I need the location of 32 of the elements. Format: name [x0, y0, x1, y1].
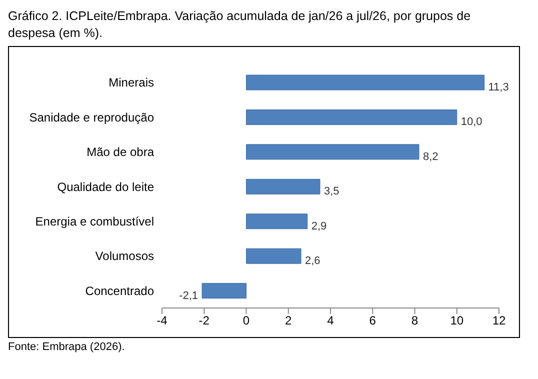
- source-note: Fonte: Embrapa (2026).: [8, 341, 126, 353]
- data-label: 2,6: [305, 255, 320, 268]
- x-tick-label: 8: [411, 314, 418, 328]
- x-tick-label: 0: [242, 314, 250, 328]
- x-tick-label: 2: [285, 314, 292, 328]
- data-label: 8,2: [422, 150, 438, 163]
- y-tick-label: Energia e combustível: [35, 214, 154, 228]
- x-tick-label: 4: [327, 314, 334, 328]
- data-label: 2,9: [311, 220, 327, 232]
- y-tick-label: Mão de obra: [86, 145, 154, 160]
- bar: [246, 248, 302, 264]
- bar: [246, 214, 308, 230]
- chart-title: Gráfico 2. ICPLeite/Embrapa. Variação acumulada de jan/26 a jul/26, por grupos de despesa (em %).: [8, 8, 472, 42]
- y-tick-label: Qualidade do leite: [57, 180, 154, 194]
- data-label: -2,1: [179, 290, 198, 302]
- x-tick-label: -2: [198, 314, 210, 328]
- x-tick-label: 12: [492, 314, 506, 328]
- data-label: 10,0: [460, 116, 482, 128]
- bar: [202, 283, 246, 299]
- x-tick-label: 10: [450, 314, 464, 328]
- x-tick-label: 6: [369, 314, 376, 328]
- y-tick-label: Volumosos: [95, 249, 154, 264]
- bar: [246, 144, 420, 160]
- y-tick-label: Minerais: [108, 76, 154, 90]
- y-tick-label: Sanidade e reprodução: [29, 110, 154, 124]
- bar: [246, 178, 320, 194]
- bar: [246, 109, 458, 125]
- x-tick-label: -4: [156, 314, 168, 328]
- data-label: 3,5: [324, 186, 340, 198]
- data-label: 11,3: [488, 82, 509, 94]
- bar: [246, 74, 485, 90]
- y-tick-label: Concentrado: [85, 284, 154, 298]
